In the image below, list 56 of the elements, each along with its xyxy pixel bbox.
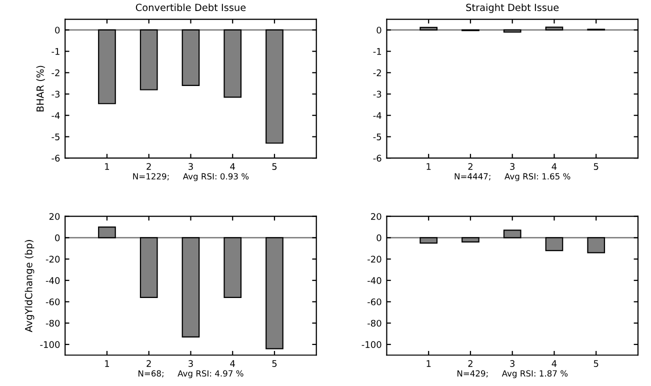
y-tick-label: -60 bbox=[368, 298, 382, 306]
y-tick-label: 0 bbox=[376, 234, 382, 242]
y-tick-label: 0 bbox=[376, 26, 382, 34]
x-tick-label: 4 bbox=[552, 163, 557, 170]
x-tick-label: 2 bbox=[146, 163, 151, 170]
y-axis-title: BHAR (%) bbox=[36, 66, 45, 112]
y-tick-label: -80 bbox=[46, 320, 60, 327]
y-tick-label: -3 bbox=[373, 90, 382, 98]
y-tick-label: -4 bbox=[373, 112, 382, 119]
x-tick-label: 1 bbox=[105, 163, 110, 170]
chart-title: Straight Debt Issue bbox=[466, 4, 559, 13]
x-tick-label: 3 bbox=[188, 163, 193, 170]
x-tick-label: 3 bbox=[188, 360, 193, 367]
y-tick-label: -5 bbox=[373, 134, 382, 140]
y-tick-label: -40 bbox=[368, 277, 382, 284]
x-axis-title: N=429; Avg RSI: 1.87 % bbox=[457, 370, 568, 378]
x-tick-label: 1 bbox=[426, 163, 431, 170]
y-tick-label: -2 bbox=[52, 69, 60, 76]
y-tick-label: -20 bbox=[46, 256, 60, 263]
y-tick-label: 0 bbox=[55, 234, 60, 242]
y-tick-label: -6 bbox=[52, 154, 60, 162]
x-tick-label: 4 bbox=[230, 163, 235, 170]
x-tick-label: 5 bbox=[272, 360, 277, 367]
y-tick-label: 20 bbox=[49, 213, 60, 220]
x-axis-title: N=1229; Avg RSI: 0.93 % bbox=[133, 173, 249, 182]
y-axis-title: AvgYldChange (bp) bbox=[24, 240, 34, 332]
x-tick-label: 1 bbox=[105, 360, 110, 367]
y-tick-label: -2 bbox=[373, 69, 381, 76]
y-tick-label: -1 bbox=[52, 48, 60, 55]
y-tick-label: -6 bbox=[373, 154, 382, 162]
y-tick-label: -80 bbox=[368, 320, 382, 327]
y-tick-label: -1 bbox=[373, 48, 382, 55]
x-tick-label: 2 bbox=[468, 163, 472, 170]
y-tick-label: -100 bbox=[40, 341, 60, 348]
y-tick-label: -4 bbox=[52, 112, 60, 119]
y-tick-label: -3 bbox=[52, 90, 60, 98]
x-axis-title: N=4447; Avg RSI: 1.65 % bbox=[454, 173, 570, 182]
x-tick-label: 3 bbox=[510, 360, 514, 367]
y-tick-label: 0 bbox=[55, 26, 60, 34]
x-tick-label: 3 bbox=[510, 163, 514, 170]
y-tick-label: 20 bbox=[371, 213, 382, 220]
x-tick-label: 5 bbox=[594, 360, 598, 367]
y-tick-label: -100 bbox=[362, 341, 382, 348]
x-tick-label: 4 bbox=[230, 360, 235, 367]
x-tick-label: 1 bbox=[426, 360, 431, 367]
chart-title: Convertible Debt Issue bbox=[136, 4, 246, 12]
x-axis-title: N=68; Avg RSI: 4.97 % bbox=[138, 370, 244, 378]
x-tick-label: 2 bbox=[468, 360, 472, 367]
y-tick-label: -60 bbox=[46, 298, 60, 306]
y-tick-label: -20 bbox=[368, 256, 382, 263]
x-tick-label: 5 bbox=[594, 163, 598, 170]
x-tick-label: 4 bbox=[552, 360, 557, 367]
x-tick-label: 5 bbox=[272, 163, 277, 170]
y-tick-label: -5 bbox=[52, 134, 60, 140]
x-tick-label: 2 bbox=[146, 360, 151, 367]
y-tick-label: -40 bbox=[46, 277, 60, 284]
